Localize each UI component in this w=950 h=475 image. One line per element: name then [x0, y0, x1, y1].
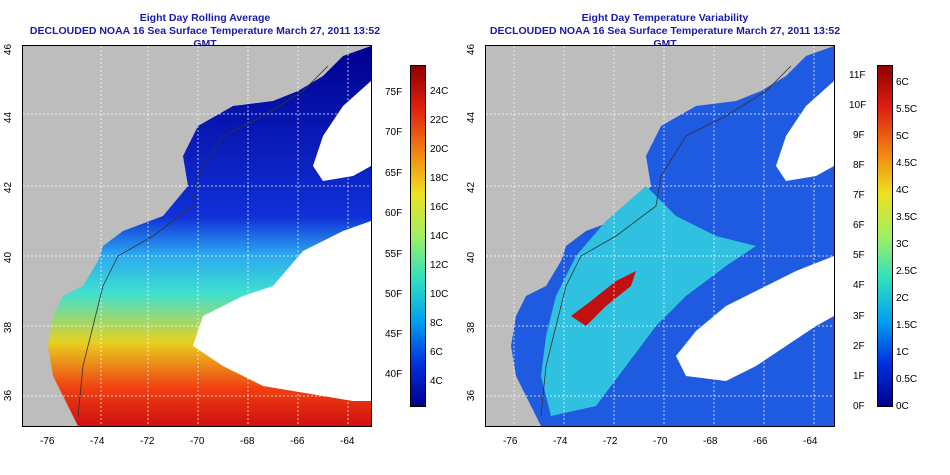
cb-c-label: 12C	[430, 260, 449, 271]
left-y-tick: 46	[3, 43, 15, 56]
cb-c-label: 20C	[430, 144, 449, 155]
right-x-tick: -68	[703, 436, 718, 447]
cb-f-label: 70F	[385, 127, 403, 138]
cb-c-label: 1C	[896, 347, 909, 358]
bathymetry-contour	[540, 65, 792, 417]
cb-c-label: 0C	[896, 401, 909, 412]
right-colorbar	[877, 65, 893, 407]
right-y-tick: 44	[466, 111, 478, 124]
cb-f-label: 6F	[853, 220, 865, 231]
left-x-tick: -72	[140, 436, 155, 447]
right-y-tick: 36	[466, 389, 478, 402]
nodata-region	[676, 256, 834, 381]
bathymetry-contour	[77, 65, 329, 417]
left-y-tick: 42	[3, 181, 15, 194]
left-x-tick: -76	[40, 436, 55, 447]
nodata-northeast	[313, 81, 371, 181]
left-colorbar	[410, 65, 426, 407]
right-x-tick: -70	[653, 436, 668, 447]
cb-c-label: 4C	[896, 185, 909, 196]
left-x-tick: -64	[340, 436, 355, 447]
graticule	[486, 46, 834, 426]
right-y-tick: 42	[466, 181, 478, 194]
cb-f-label: 2F	[853, 341, 865, 352]
right-x-tick: -64	[803, 436, 818, 447]
cb-f-label: 10F	[849, 100, 867, 111]
cb-c-label: 4.5C	[896, 158, 918, 169]
high-variability-zone	[541, 186, 756, 416]
left-y-tick: 38	[3, 321, 15, 334]
cb-f-label: 4F	[853, 280, 865, 291]
cb-f-label: 11F	[849, 70, 866, 81]
cb-c-label: 18C	[430, 173, 449, 184]
cb-f-label: 3F	[853, 311, 865, 322]
cb-f-label: 8F	[853, 160, 865, 171]
cb-f-label: 1F	[853, 371, 865, 382]
right-map	[485, 45, 835, 427]
cb-f-label: 7F	[853, 190, 865, 201]
cb-f-label: 5F	[853, 250, 865, 261]
right-map-svg	[486, 46, 834, 426]
right-x-tick: -66	[753, 436, 768, 447]
cb-c-label: 0.5C	[896, 374, 918, 385]
cb-c-label: 14C	[430, 231, 449, 242]
left-x-tick: -70	[190, 436, 205, 447]
nodata-region	[193, 221, 371, 401]
cb-f-label: 50F	[385, 289, 403, 300]
right-x-tick: -74	[553, 436, 568, 447]
cb-c-label: 4C	[430, 376, 443, 387]
left-title-line1: Eight Day Rolling Average	[139, 12, 271, 24]
left-map	[22, 45, 372, 427]
right-title-line1: Eight Day Temperature Variability	[581, 12, 749, 24]
cb-c-label: 3C	[896, 239, 909, 250]
left-y-tick: 40	[3, 251, 15, 264]
cb-c-label: 8C	[430, 318, 443, 329]
cb-c-label: 5C	[896, 131, 909, 142]
cb-c-label: 10C	[430, 289, 449, 300]
cb-f-label: 75F	[385, 87, 403, 98]
cb-f-label: 9F	[853, 130, 865, 141]
right-y-tick: 40	[466, 251, 478, 264]
left-map-svg	[23, 46, 371, 426]
left-x-tick: -66	[290, 436, 305, 447]
cb-f-label: 60F	[385, 208, 403, 219]
cb-c-label: 6C	[430, 347, 443, 358]
cb-f-label: 40F	[385, 369, 403, 380]
left-y-tick: 36	[3, 389, 15, 402]
cb-c-label: 24C	[430, 86, 449, 97]
cb-f-label: 45F	[385, 329, 403, 340]
cb-c-label: 6C	[896, 77, 909, 88]
right-y-tick: 46	[466, 43, 478, 56]
cb-c-label: 1.5C	[896, 320, 918, 331]
cb-f-label: 0F	[853, 401, 865, 412]
right-x-tick: -72	[603, 436, 618, 447]
cb-c-label: 3.5C	[896, 212, 918, 223]
cb-c-label: 2C	[896, 293, 909, 304]
graticule	[23, 46, 371, 426]
left-x-tick: -68	[240, 436, 255, 447]
cb-c-label: 22C	[430, 115, 449, 126]
left-y-tick: 44	[3, 111, 15, 124]
cb-c-label: 16C	[430, 202, 449, 213]
right-y-tick: 38	[466, 321, 478, 334]
left-x-tick: -74	[90, 436, 105, 447]
cb-f-label: 65F	[385, 168, 403, 179]
right-title: Eight Day Temperature Variability DECLOU…	[480, 12, 850, 51]
gulf-stream-hotspot	[571, 271, 636, 326]
cb-f-label: 55F	[385, 249, 403, 260]
nodata-northeast	[776, 81, 834, 181]
cb-c-label: 2.5C	[896, 266, 918, 277]
cb-c-label: 5.5C	[896, 104, 918, 115]
right-x-tick: -76	[503, 436, 518, 447]
